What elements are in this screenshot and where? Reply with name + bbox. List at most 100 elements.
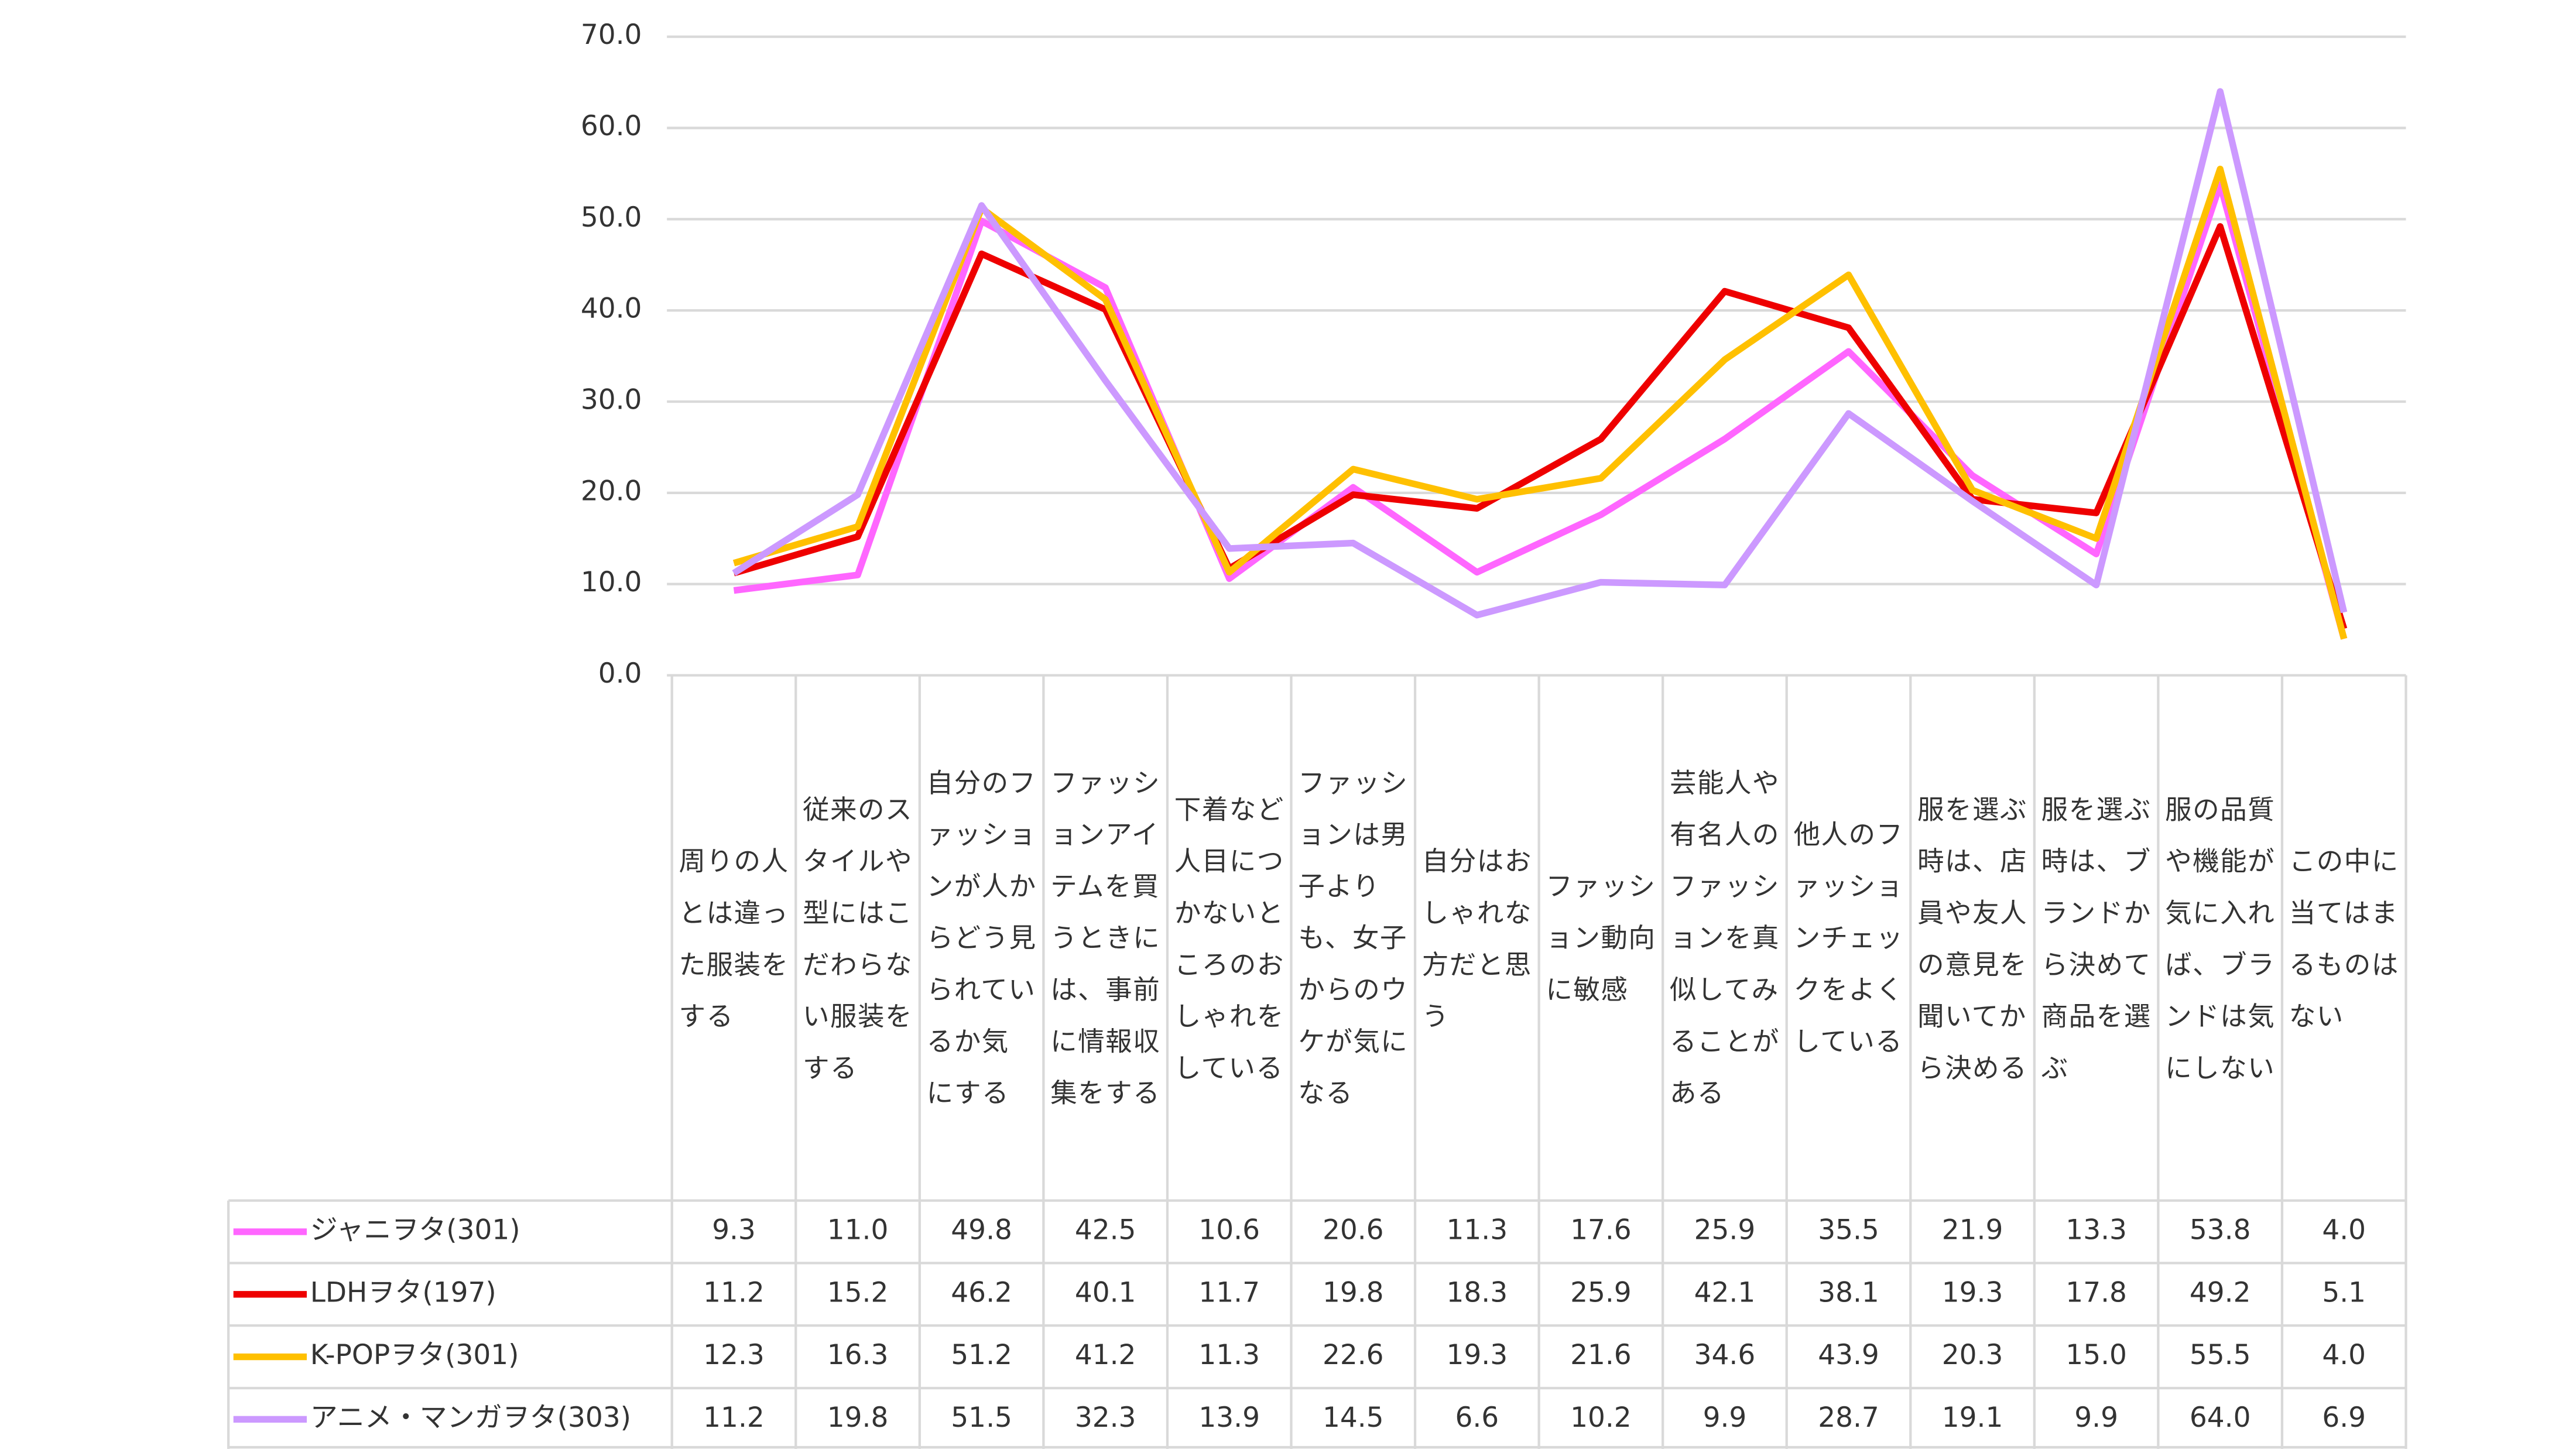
table-value: 4.0 [2322,1214,2366,1246]
table-value: 11.2 [703,1276,765,1308]
table-value: 9.9 [2074,1402,2118,1434]
table-value: 38.1 [1818,1276,1879,1308]
legend-label: K-POPヲタ(301) [310,1339,519,1371]
table-value: 21.9 [1942,1214,2003,1246]
table-value: 51.5 [951,1402,1012,1434]
series-line [732,165,2348,640]
table-value: 19.1 [1942,1402,2003,1434]
table-value: 10.6 [1198,1214,1260,1246]
table-value: 17.6 [1570,1214,1632,1246]
x-tick-label-box: ファッションは男子よりも、女子からのウケが気になる [1291,675,1415,1200]
table-value: 11.2 [703,1402,765,1434]
x-tick-label-wrap: この中に当てはまるものはない [2282,675,2406,1200]
table-value: 32.3 [1075,1402,1136,1434]
table-value: 22.6 [1323,1339,1384,1371]
y-tick-label: 40.0 [581,293,642,325]
x-tick-label-box: ファッション動向に敏感 [1539,675,1663,1200]
table-value: 42.5 [1075,1214,1136,1246]
x-tick-label-wrap: 服を選ぶ時は、店員や友人の意見を聞いてから決める [1910,675,2034,1200]
table-value: 20.3 [1942,1339,2003,1371]
x-tick-label: ファッションは男子よりも、女子からのウケが気になる [1298,767,1409,1109]
x-tick-label-wrap: 自分のファッションが人からどう見られているか気にする [920,675,1044,1200]
x-tick-label-wrap: 服の品質や機能が気に入れば、ブランドは気にしない [2158,675,2282,1200]
x-tick-label: 自分のファッションが人からどう見られているか気にする [926,767,1037,1109]
x-tick-label-box: 従来のスタイルや型にはこだわらない服装をする [796,675,920,1200]
table-value: 11.0 [827,1214,889,1246]
table-value: 41.2 [1075,1339,1136,1371]
x-tick-label-wrap: 下着など人目につかないところのおしゃれをしている [1167,675,1292,1200]
table-value: 19.8 [827,1402,889,1434]
legend-label: ジャニヲタ(301) [310,1214,520,1246]
table-value: 16.3 [827,1339,889,1371]
x-tick-label-wrap: 芸能人や有名人のファッションを真似してみることがある [1663,675,1787,1200]
table-value: 11.3 [1198,1339,1260,1371]
table-value: 11.3 [1447,1214,1508,1246]
table-value: 35.5 [1818,1214,1879,1246]
x-tick-label-box: 周りの人とは違った服装をする [672,675,796,1200]
table-value: 4.0 [2322,1339,2366,1371]
table-value: 5.1 [2322,1276,2366,1308]
table-value: 21.6 [1570,1339,1632,1371]
table-value: 49.8 [951,1214,1012,1246]
table-value: 6.6 [1455,1402,1499,1434]
table-value: 55.5 [2190,1339,2251,1371]
table-value: 34.6 [1694,1339,1756,1371]
x-tick-label-box: 服を選ぶ時は、ブランドから決めて商品を選ぶ [2041,793,2152,1083]
y-tick-label: 50.0 [581,201,642,234]
table-value: 14.5 [1323,1402,1384,1434]
table-value: 25.9 [1694,1214,1756,1246]
table-value: 42.1 [1694,1276,1756,1308]
table-value: 11.7 [1198,1276,1260,1308]
x-tick-label-box: 下着など人目につかないところのおしゃれをしている [1167,675,1292,1200]
x-tick-label: ファッション動向に敏感 [1546,870,1656,1006]
x-tick-label-box: 服の品質や機能が気に入れば、ブランドは気にしない [2158,675,2282,1200]
x-tick-label-wrap: ファッション動向に敏感 [1539,675,1663,1200]
y-tick-label: 30.0 [581,384,642,416]
x-tick-label: 自分はおしゃれな方だと思う [1421,844,1532,1032]
table-value: 64.0 [2190,1402,2251,1434]
table-value: 19.3 [1942,1276,2003,1308]
table-value: 51.2 [951,1339,1012,1371]
x-tick-label-box: 他人のファッションチェックをよくしている [1787,675,1911,1200]
x-tick-label: 芸能人や有名人のファッションを真似してみることがある [1669,767,1780,1109]
legend-label: LDHヲタ(197) [310,1276,496,1308]
y-tick-label: 0.0 [598,657,642,690]
y-tick-label: 10.0 [581,566,642,598]
table-value: 10.2 [1570,1402,1632,1434]
table-value: 12.3 [703,1339,765,1371]
x-tick-label-box: 服を選ぶ時は、店員や友人の意見を聞いてから決める [1910,675,2034,1200]
y-tick-label: 20.0 [581,475,642,507]
table-value: 28.7 [1818,1402,1879,1434]
table-value: 9.3 [712,1214,756,1246]
table-value: 13.9 [1198,1402,1260,1434]
table-value: 19.3 [1447,1339,1508,1371]
x-tick-label: 服を選ぶ時は、ブランドから決めて商品を選ぶ [2041,793,2152,1083]
x-tick-label-box: ファッションアイテムを買うときには、事前に情報収集をする [1043,675,1167,1200]
table-value: 49.2 [2190,1276,2251,1308]
table-value: 13.3 [2065,1214,2127,1246]
series-line [732,223,2348,630]
table-value: 6.9 [2322,1402,2366,1434]
x-tick-label-wrap: 他人のファッションチェックをよくしている [1787,675,1911,1200]
x-tick-label: ファッションアイテムを買うときには、事前に情報収集をする [1050,767,1161,1109]
table-value: 43.9 [1818,1339,1879,1371]
table-value: 17.8 [2065,1276,2127,1308]
x-tick-label-box: 自分のファッションが人からどう見られているか気にする [920,675,1044,1200]
table-value: 15.2 [827,1276,889,1308]
x-tick-label-box: 芸能人や有名人のファッションを真似してみることがある [1663,675,1787,1200]
table-value: 53.8 [2190,1214,2251,1246]
y-tick-label: 60.0 [581,110,642,142]
x-tick-label-box: 自分はおしゃれな方だと思う [1421,844,1532,1032]
table-value: 19.8 [1323,1276,1384,1308]
table-value: 25.9 [1570,1276,1632,1308]
table-value: 18.3 [1447,1276,1508,1308]
y-tick-label: 70.0 [581,19,642,51]
table-value: 20.6 [1323,1214,1384,1246]
x-tick-label-wrap: ファッションは男子よりも、女子からのウケが気になる [1291,675,1415,1200]
series-line [732,88,2348,619]
x-tick-label-wrap: 周りの人とは違った服装をする [672,675,796,1200]
x-tick-label-wrap: 従来のスタイルや型にはこだわらない服装をする [796,675,920,1200]
x-tick-label-wrap: ファッションアイテムを買うときには、事前に情報収集をする [1043,675,1167,1200]
x-tick-label: 下着など人目につかないところのおしゃれをしている [1174,793,1284,1083]
